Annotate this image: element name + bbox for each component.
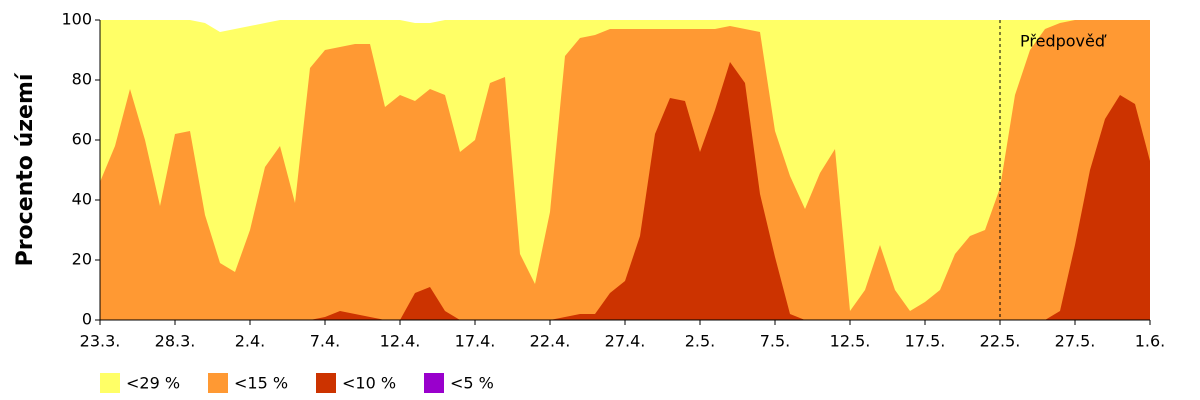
x-tick-label: 7.5. xyxy=(760,332,791,351)
legend-swatch xyxy=(100,373,120,393)
x-tick-label: 2.4. xyxy=(235,332,266,351)
x-tick-label: 23.3. xyxy=(80,332,121,351)
forecast-label: Předpověď xyxy=(1020,32,1107,51)
x-tick-label: 22.4. xyxy=(530,332,571,351)
x-tick-label: 12.4. xyxy=(380,332,421,351)
y-tick-label: 20 xyxy=(72,250,92,269)
x-tick-label: 2.5. xyxy=(685,332,716,351)
y-axis-title: Procento území xyxy=(13,72,38,266)
legend-label: <10 % xyxy=(342,374,396,393)
y-tick-label: 100 xyxy=(61,10,92,29)
x-tick-label: 17.5. xyxy=(905,332,946,351)
x-tick-label: 1.6. xyxy=(1135,332,1166,351)
area xyxy=(100,20,1150,320)
x-tick-label: 17.4. xyxy=(455,332,496,351)
legend-label: <5 % xyxy=(450,374,494,393)
y-tick-label: 40 xyxy=(72,190,92,209)
x-tick-label: 12.5. xyxy=(830,332,871,351)
x-tick-label: 28.3. xyxy=(155,332,196,351)
y-tick-label: 0 xyxy=(82,310,92,329)
legend-swatch xyxy=(208,373,228,393)
y-tick-label: 80 xyxy=(72,70,92,89)
legend-swatch xyxy=(316,373,336,393)
y-tick-label: 60 xyxy=(72,130,92,149)
legend-label: <29 % xyxy=(126,374,180,393)
x-tick-label: 22.5. xyxy=(980,332,1021,351)
x-tick-label: 7.4. xyxy=(310,332,341,351)
legend-swatch xyxy=(424,373,444,393)
x-tick-label: 27.5. xyxy=(1055,332,1096,351)
legend-label: <15 % xyxy=(234,374,288,393)
x-tick-label: 27.4. xyxy=(605,332,646,351)
